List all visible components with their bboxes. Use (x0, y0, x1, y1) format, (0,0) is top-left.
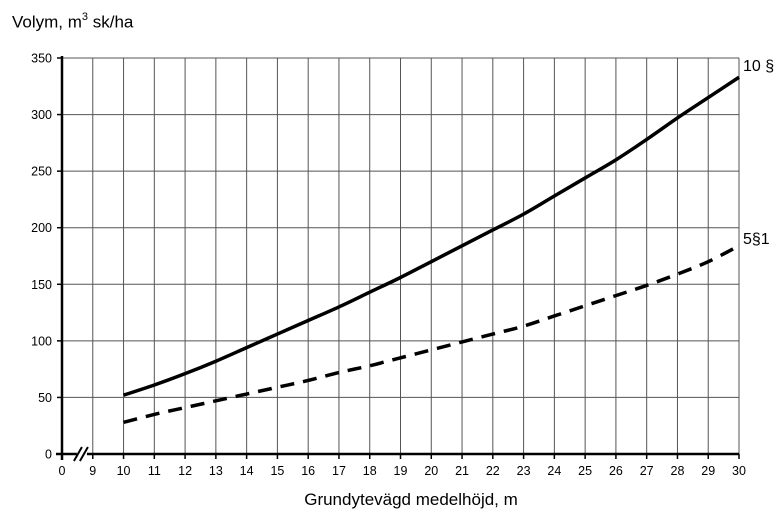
series-line-5-1-par (123, 244, 740, 425)
axis-break-gap (76, 446, 87, 462)
grid (62, 57, 740, 454)
x-tick-label: 0 (59, 464, 66, 478)
x-tick-label: 9 (89, 464, 96, 478)
y-tick-label: 50 (38, 391, 52, 405)
y-tick-label: 350 (31, 52, 52, 66)
x-tick-label: 18 (363, 464, 377, 478)
y-tick-label: 200 (31, 221, 52, 235)
y-tick-label: 0 (45, 448, 52, 462)
y-axis-title-prefix: Volym, m (12, 12, 82, 32)
x-tick-label: 19 (394, 464, 408, 478)
x-tick-label: 21 (455, 464, 469, 478)
x-tick-label: 10 (117, 464, 131, 478)
x-tick-label: 16 (301, 464, 315, 478)
axes (56, 56, 740, 462)
x-tick-label: 20 (424, 464, 438, 478)
x-tick-label: 23 (517, 464, 531, 478)
x-tick-label: 14 (240, 464, 254, 478)
series-line-10-par (122, 75, 740, 397)
series-label-10-par: 10 § (743, 58, 774, 75)
y-tick-label: 300 (31, 108, 52, 122)
x-tick-label: 25 (578, 464, 592, 478)
y-tick-label: 150 (31, 278, 52, 292)
series-labels: 10 § 5§1 (743, 58, 774, 248)
x-tick-label: 13 (209, 464, 223, 478)
y-axis-title-suffix: sk/ha (88, 12, 134, 32)
x-tick-label: 22 (486, 464, 500, 478)
x-tick-label: 26 (609, 464, 623, 478)
x-tick-label: 15 (270, 464, 284, 478)
axis-break-mark (79, 446, 89, 462)
y-axis-title: Volym, m3 sk/ha (12, 11, 134, 33)
tick-labels: 0 50 100 150 200 250 300 350 0 9 10 11 12 13 14 15 16 17 1… (31, 52, 746, 479)
x-axis-title: Grundytevägd medelhöjd, m (304, 490, 518, 509)
x-tick-label: 29 (701, 464, 715, 478)
y-tick-label: 250 (31, 165, 52, 179)
x-tick-label: 30 (732, 464, 746, 478)
axis-break-mark (73, 446, 83, 462)
x-tick-label: 27 (640, 464, 654, 478)
y-tick-label: 100 (31, 334, 52, 348)
x-tick-label: 17 (332, 464, 346, 478)
x-tick-label: 28 (671, 464, 685, 478)
series-label-5-1-par: 5§1 (743, 231, 770, 248)
x-tick-label: 11 (148, 464, 161, 478)
x-tick-label: 12 (178, 464, 192, 478)
y-axis-title-superscript: 3 (81, 11, 89, 23)
x-tick-label: 24 (547, 464, 561, 478)
series-layer (122, 75, 740, 425)
